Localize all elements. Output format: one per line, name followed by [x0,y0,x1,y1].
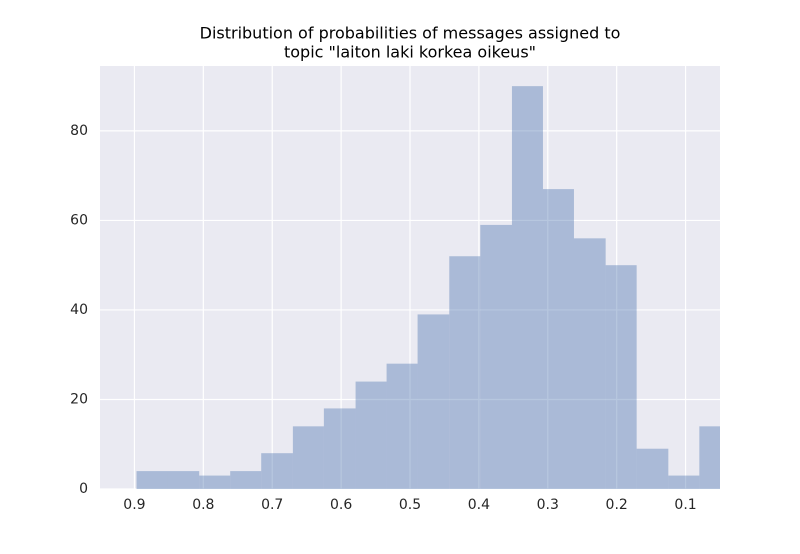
bar [573,238,606,489]
bar [480,224,512,489]
x-tick-label: 0.2 [606,497,628,513]
bar [511,86,543,489]
y-tick-label: 40 [70,302,88,318]
bar [417,314,450,489]
x-tick-label: 0.3 [537,497,559,513]
bar [386,363,418,489]
bar [136,471,168,489]
chart-title: Distribution of probabilities of message… [200,24,621,43]
chart-title: topic "laiton laki korkea oikeus" [284,43,536,62]
bar [261,453,293,489]
bar [449,256,481,489]
bar [199,475,231,489]
bar [323,408,356,489]
y-tick-label: 0 [79,481,88,497]
x-tick-label: 0.5 [399,497,421,513]
bar [355,381,387,489]
x-tick-label: 0.7 [261,497,283,513]
bars [136,86,720,489]
y-tick-label: 60 [70,212,88,228]
bar [699,426,720,489]
x-tick-label: 0.9 [123,497,145,513]
bar [668,475,700,489]
y-tick-label: 20 [70,391,88,407]
x-tick-label: 0.6 [330,497,352,513]
grid [100,66,720,490]
x-tick-label: 0.4 [468,497,490,513]
bar [636,448,669,489]
x-tick-label: 0.8 [192,497,214,513]
y-tick-label: 80 [70,123,88,139]
bar [542,189,574,489]
bar [230,471,262,489]
x-tick-label: 0.1 [674,497,696,513]
bar [605,265,637,489]
bar [167,471,200,489]
tick-labels: 0 20 40 60 80 0.9 0.8 0.7 0.6 0.5 0.4 0.3 0.2 0.1 [70,123,697,513]
bar [292,426,324,489]
